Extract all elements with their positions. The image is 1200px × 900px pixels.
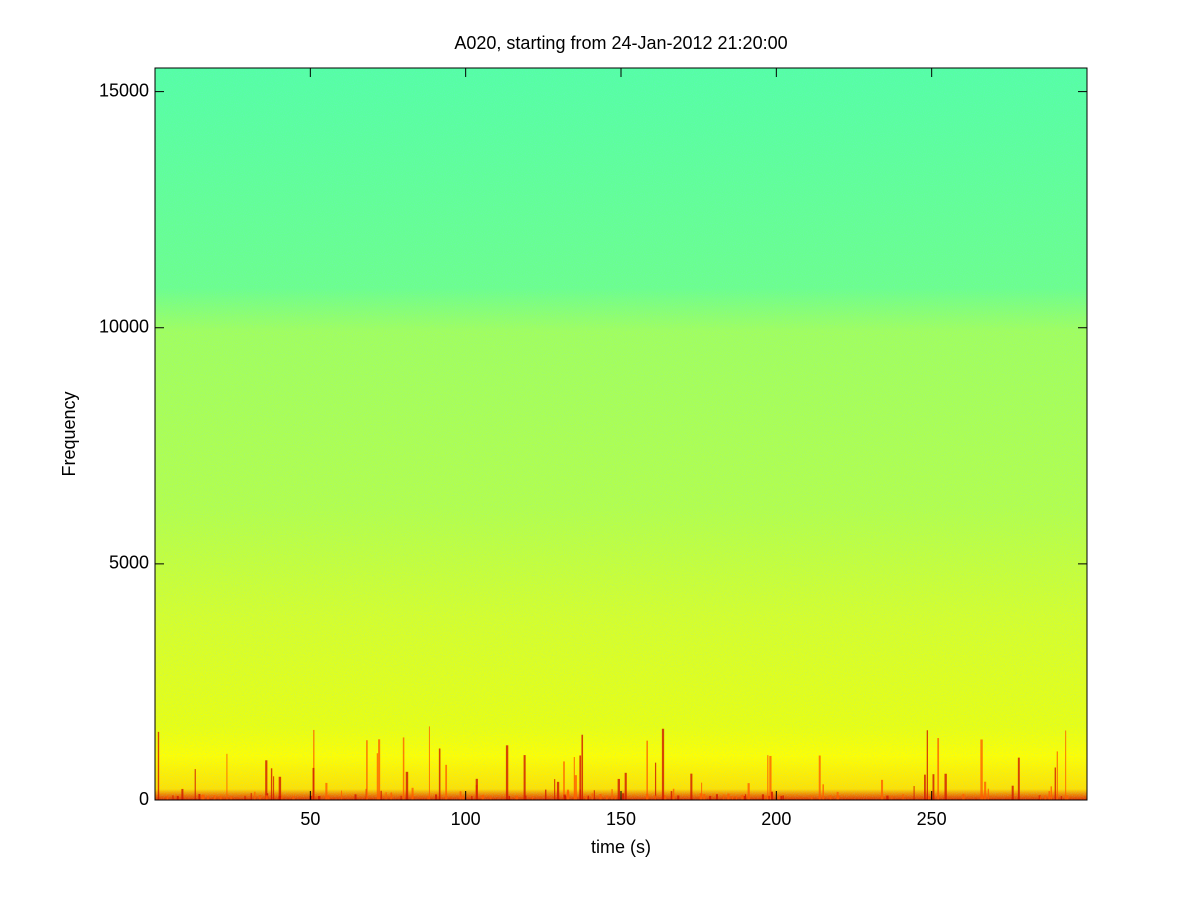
chart-title: A020, starting from 24-Jan-2012 21:20:00 (454, 33, 787, 53)
x-tick-label: 150 (606, 809, 636, 829)
x-axis-label: time (s) (591, 837, 651, 857)
x-tick-label: 200 (761, 809, 791, 829)
y-tick-label: 10000 (99, 316, 149, 336)
y-tick-label: 15000 (99, 80, 149, 100)
y-axis-label: Frequency (59, 391, 79, 476)
y-tick-label: 0 (139, 789, 149, 809)
y-tick-label: 5000 (109, 553, 149, 573)
x-tick-label: 50 (300, 809, 320, 829)
spectrogram-spikes (154, 726, 1069, 800)
x-tick-label: 100 (451, 809, 481, 829)
spectrogram-texture (155, 68, 1087, 800)
x-tick-label: 250 (917, 809, 947, 829)
